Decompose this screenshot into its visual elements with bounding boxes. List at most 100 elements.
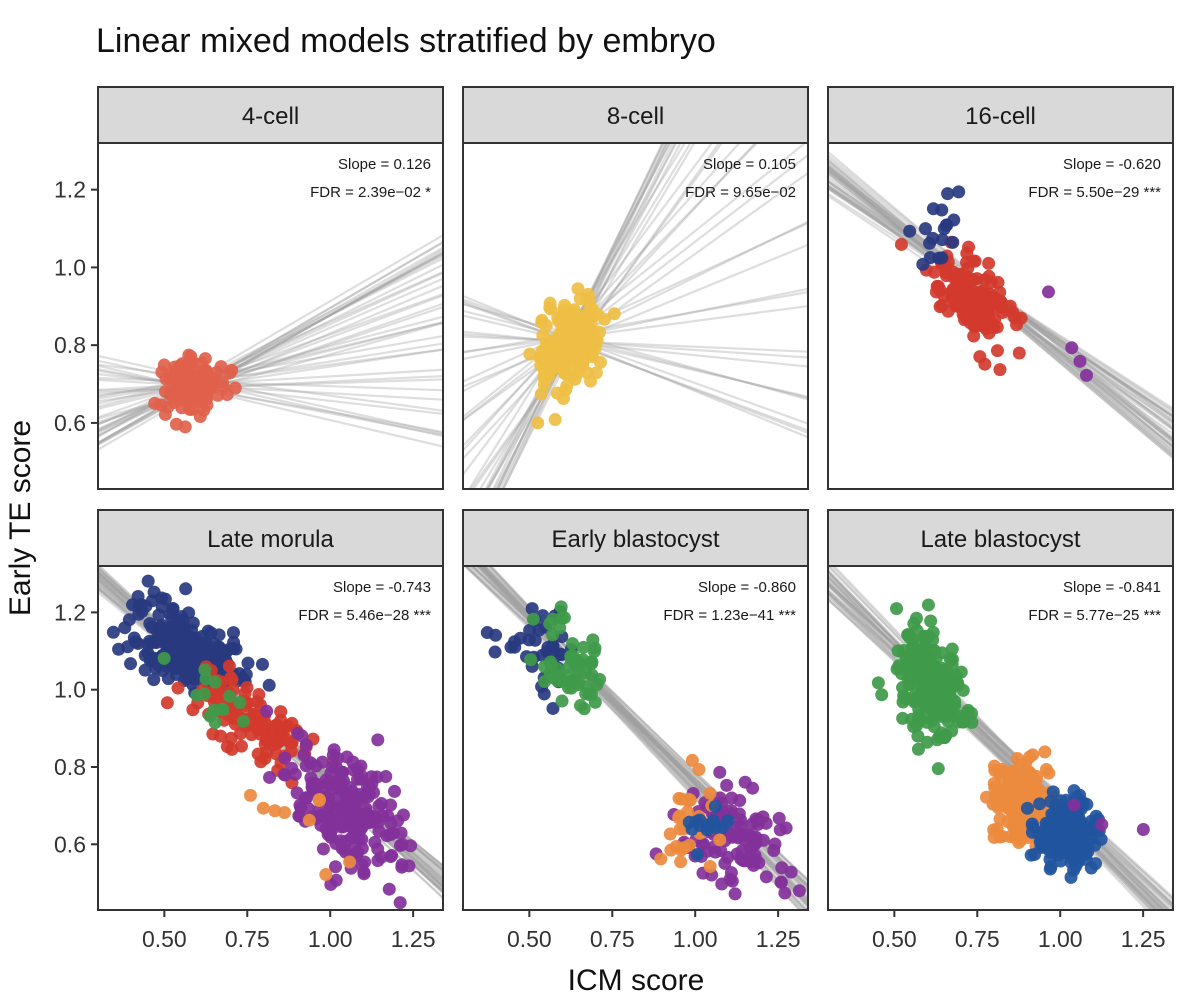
facet-panel: 16-cell Slope = -0.620 FDR = 5.50e−29 *** xyxy=(827,86,1174,490)
fit-line xyxy=(98,348,443,397)
data-point xyxy=(685,753,699,767)
slope-annotation: Slope = -0.620 xyxy=(1063,156,1161,173)
fit-line xyxy=(828,584,1154,910)
fit-line xyxy=(828,570,1158,910)
fit-line xyxy=(828,571,1153,910)
data-point xyxy=(967,329,981,343)
data-point xyxy=(689,815,703,829)
data-point xyxy=(572,363,586,377)
data-point xyxy=(598,312,612,326)
fit-line xyxy=(828,581,1170,910)
fit-line xyxy=(463,143,757,460)
data-point xyxy=(543,352,557,366)
data-point xyxy=(127,631,141,645)
data-point xyxy=(933,300,947,314)
fdr-annotation: FDR = 5.77e−25 *** xyxy=(1028,607,1161,624)
data-point xyxy=(531,416,545,430)
data-point xyxy=(559,668,573,682)
data-point xyxy=(577,352,591,366)
data-point xyxy=(141,574,155,588)
data-point xyxy=(920,735,934,749)
data-point xyxy=(553,647,567,661)
fit-line xyxy=(98,321,443,405)
data-point xyxy=(348,820,362,834)
data-point xyxy=(912,654,926,668)
data-point xyxy=(898,692,912,706)
data-point xyxy=(923,682,937,696)
data-point xyxy=(557,363,571,377)
fit-line xyxy=(98,348,443,403)
data-point xyxy=(976,303,990,317)
data-point xyxy=(736,853,750,867)
data-point xyxy=(189,631,203,645)
data-point xyxy=(918,222,932,236)
data-point xyxy=(384,850,398,864)
data-point xyxy=(939,688,953,702)
fit-line xyxy=(495,143,668,489)
data-point xyxy=(927,265,941,279)
fit-line xyxy=(463,304,808,353)
data-point xyxy=(338,802,352,816)
data-point xyxy=(365,777,379,791)
data-point xyxy=(557,611,571,625)
data-point xyxy=(338,845,352,859)
data-point xyxy=(941,187,955,201)
fit-line xyxy=(502,143,677,489)
data-point xyxy=(1025,772,1039,786)
fit-line xyxy=(463,243,808,388)
data-point xyxy=(131,589,145,603)
data-point xyxy=(566,348,580,362)
data-point xyxy=(721,814,735,828)
fit-line xyxy=(98,334,443,398)
data-point xyxy=(488,645,502,659)
data-point xyxy=(946,235,960,249)
data-point xyxy=(589,366,603,380)
data-point xyxy=(522,633,536,647)
data-point xyxy=(1057,815,1071,829)
fit-line xyxy=(472,143,721,489)
data-point xyxy=(316,842,330,856)
data-point xyxy=(768,837,782,851)
fit-line xyxy=(98,368,443,437)
data-point xyxy=(302,813,316,827)
x-tick-label: 0.50 xyxy=(507,926,552,952)
data-point xyxy=(124,657,138,671)
data-point xyxy=(1015,831,1029,845)
data-point xyxy=(926,202,940,216)
data-point xyxy=(252,688,266,702)
fit-line xyxy=(485,143,696,489)
data-point xyxy=(299,738,313,752)
data-point xyxy=(923,251,937,265)
plot-area xyxy=(828,566,1173,910)
fit-line xyxy=(484,143,671,489)
fit-line xyxy=(500,143,668,489)
data-point xyxy=(157,651,171,665)
fit-line xyxy=(463,314,808,398)
data-point xyxy=(267,738,281,752)
fit-line xyxy=(828,566,1162,910)
data-point xyxy=(756,833,770,847)
fit-line xyxy=(98,378,443,401)
data-point xyxy=(347,763,361,777)
data-point xyxy=(350,845,364,859)
fit-line xyxy=(828,592,1158,910)
fit-line xyxy=(828,591,1173,908)
data-point xyxy=(394,826,408,840)
data-point xyxy=(690,847,704,861)
fit-line xyxy=(486,143,678,489)
slope-annotation: Slope = -0.841 xyxy=(1063,579,1161,596)
fit-line xyxy=(463,335,808,353)
data-point xyxy=(973,350,987,364)
data-point xyxy=(1046,785,1060,799)
data-point xyxy=(171,681,185,695)
data-point xyxy=(255,657,269,671)
fit-line xyxy=(487,143,672,489)
data-point xyxy=(577,702,591,716)
fdr-annotation: FDR = 5.50e−29 *** xyxy=(1028,184,1161,201)
data-point xyxy=(751,814,765,828)
fit-line xyxy=(828,598,1162,910)
data-point xyxy=(227,635,241,649)
fit-line xyxy=(828,589,1173,910)
data-point xyxy=(299,791,313,805)
fit-line xyxy=(828,595,1166,910)
